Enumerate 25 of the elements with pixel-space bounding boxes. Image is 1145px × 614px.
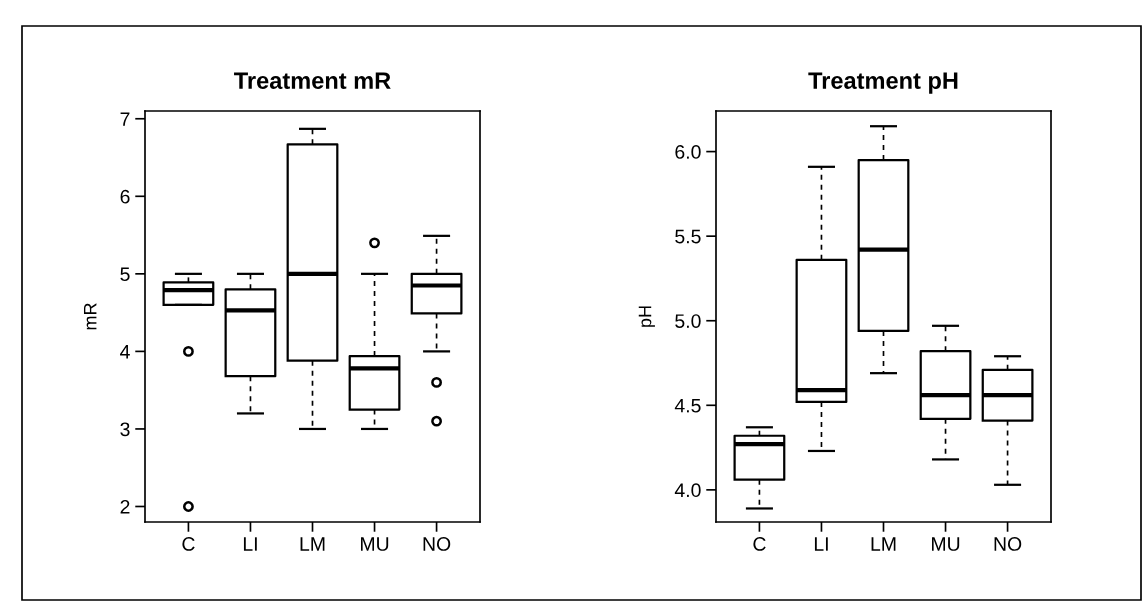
x-tick-label: LM: [871, 537, 896, 551]
x-tick-label: LI: [814, 537, 828, 551]
y-tick-label: 6: [120, 189, 130, 204]
y-tick-label: 4.0: [674, 483, 701, 498]
chart-title: Treatment mR: [234, 72, 391, 90]
x-tick-label: LM: [300, 537, 325, 551]
y-axis-title: pH: [638, 306, 655, 327]
y-tick-label: 6.0: [675, 145, 701, 159]
x-tick-label: C: [753, 537, 766, 551]
x-tick-label: LI: [243, 537, 257, 551]
x-tick-label: MU: [932, 537, 960, 551]
y-tick-label: 5: [120, 267, 130, 282]
x-tick-label: NO: [994, 537, 1022, 551]
y-tick-label: 4: [120, 345, 130, 359]
y-tick-label: 5.0: [675, 314, 701, 328]
y-tick-label: 5.5: [675, 229, 701, 244]
chart-title: Treatment pH: [808, 72, 958, 94]
x-tick-label: NO: [423, 537, 451, 551]
x-tick-label: C: [182, 537, 195, 551]
x-tick-label: MU: [361, 537, 389, 551]
y-tick-label: 7: [120, 112, 130, 126]
y-tick-label: 3: [120, 422, 130, 437]
y-tick-label: 4.5: [674, 398, 701, 413]
y-axis-title: mR: [83, 303, 97, 330]
y-tick-label: 2: [120, 499, 130, 514]
